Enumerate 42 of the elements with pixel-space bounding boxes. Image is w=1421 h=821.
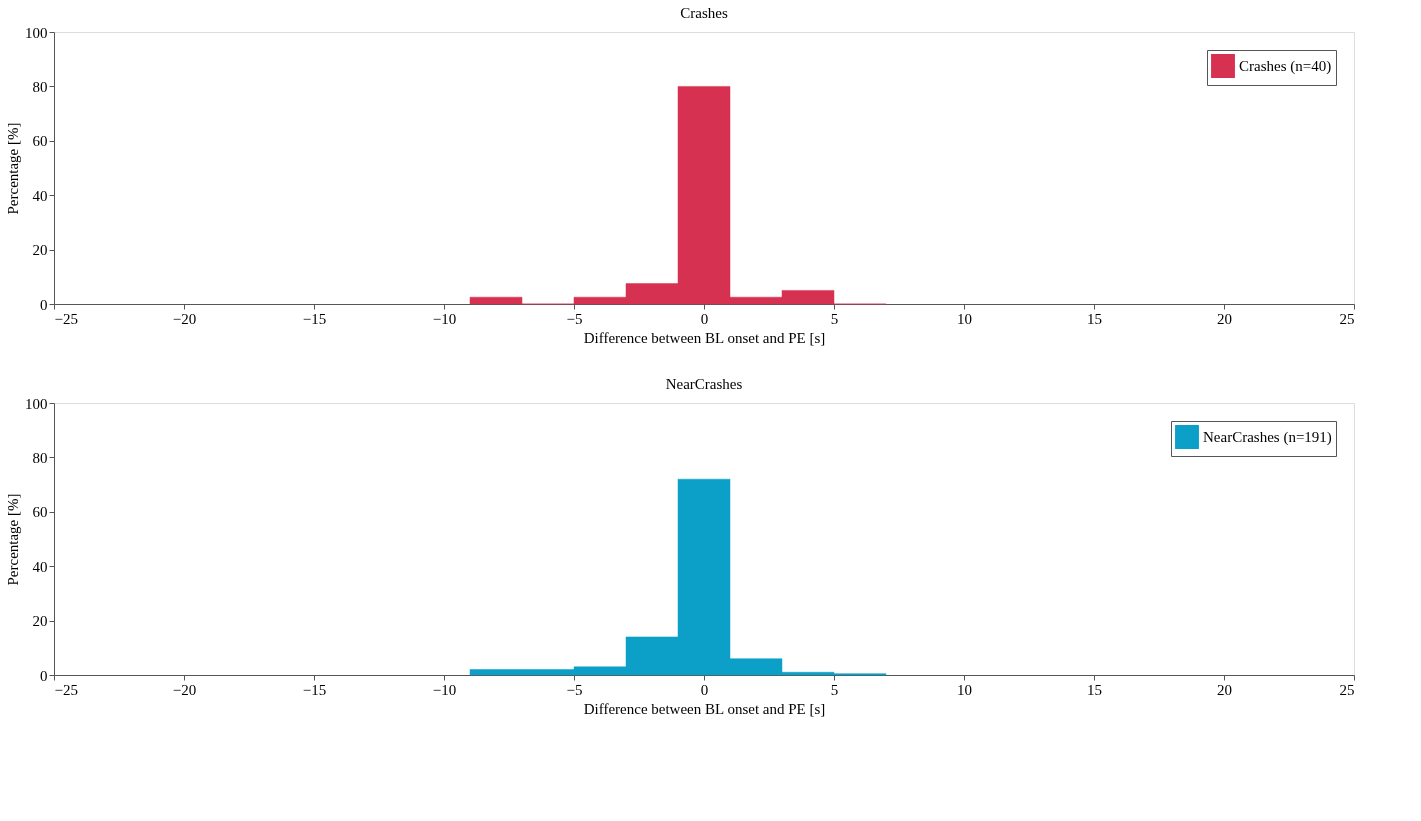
x-tick-label: 20 <box>1217 310 1232 327</box>
x-tick-label: 0 <box>700 681 709 698</box>
y-tick-label: 60 <box>32 504 48 521</box>
x-tick-label: 25 <box>1339 681 1355 698</box>
x-axis-title: Difference between BL onset and PE [s] <box>583 700 826 717</box>
x-tick-label: 10 <box>957 681 972 698</box>
x-tick-label: 15 <box>1087 681 1102 698</box>
x-tick-label: 5 <box>830 681 839 698</box>
y-tick-label: 40 <box>32 558 48 575</box>
x-tick-label: 0 <box>700 310 709 327</box>
y-axis-title: Percentage [%] <box>5 493 21 586</box>
y-tick-label: 80 <box>32 449 48 466</box>
x-tick-label: −25 <box>54 681 78 698</box>
y-tick-label: 0 <box>40 667 48 684</box>
y-tick-label: 40 <box>32 187 48 204</box>
x-tick-label: −10 <box>432 681 457 698</box>
x-tick-label: −5 <box>566 681 583 698</box>
x-tick-label: −15 <box>302 681 327 698</box>
x-tick-label: 5 <box>830 310 839 327</box>
x-tick-label: −10 <box>432 310 457 327</box>
y-tick-label: 20 <box>32 613 48 630</box>
x-tick-label: −25 <box>54 310 78 327</box>
x-tick-label: −20 <box>172 681 197 698</box>
x-tick-label: −15 <box>302 310 327 327</box>
y-tick-label: 100 <box>25 395 48 412</box>
chart-title: Crashes <box>680 5 728 21</box>
x-axis-title: Difference between BL onset and PE [s] <box>583 329 826 346</box>
x-tick-label: 10 <box>957 310 972 327</box>
x-tick-label: 20 <box>1217 681 1232 698</box>
y-tick-label: 100 <box>25 24 48 41</box>
x-tick-label: −20 <box>172 310 197 327</box>
y-tick-label: 80 <box>32 78 48 95</box>
x-tick-label: 15 <box>1087 310 1102 327</box>
legend-label: NearCrashes (n=191) <box>1203 429 1332 446</box>
legend-label: Crashes (n=40) <box>1239 58 1332 75</box>
x-tick-label: 25 <box>1339 310 1355 327</box>
chart-title: NearCrashes <box>665 376 743 392</box>
x-tick-label: −5 <box>566 310 583 327</box>
y-axis-title: Percentage [%] <box>5 122 21 215</box>
y-tick-label: 60 <box>32 133 48 150</box>
y-tick-label: 0 <box>40 296 48 313</box>
y-tick-label: 20 <box>32 242 48 259</box>
